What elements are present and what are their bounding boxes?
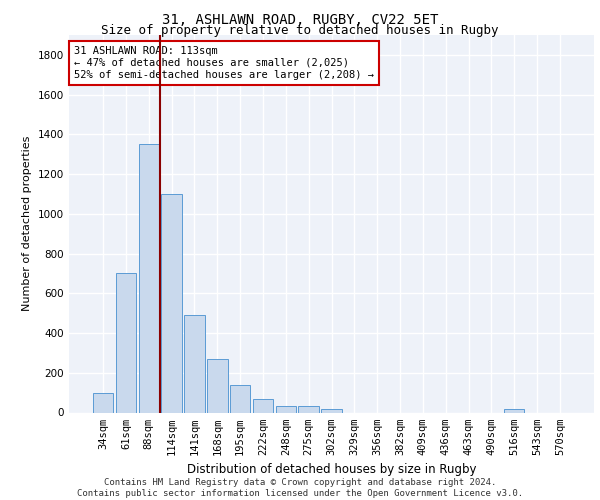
X-axis label: Distribution of detached houses by size in Rugby: Distribution of detached houses by size … <box>187 463 476 476</box>
Bar <box>116 274 136 412</box>
Text: Size of property relative to detached houses in Rugby: Size of property relative to detached ho… <box>101 24 499 37</box>
Bar <box>93 393 113 412</box>
Bar <box>321 409 342 412</box>
Text: Contains HM Land Registry data © Crown copyright and database right 2024.
Contai: Contains HM Land Registry data © Crown c… <box>77 478 523 498</box>
Bar <box>298 406 319 412</box>
Text: 31 ASHLAWN ROAD: 113sqm
← 47% of detached houses are smaller (2,025)
52% of semi: 31 ASHLAWN ROAD: 113sqm ← 47% of detache… <box>74 46 374 80</box>
Bar <box>161 194 182 412</box>
Bar <box>139 144 159 412</box>
Bar <box>504 409 524 412</box>
Y-axis label: Number of detached properties: Number of detached properties <box>22 136 32 312</box>
Bar <box>230 384 250 412</box>
Bar <box>207 359 227 412</box>
Bar <box>253 398 273 412</box>
Bar <box>275 406 296 412</box>
Bar <box>184 315 205 412</box>
Text: 31, ASHLAWN ROAD, RUGBY, CV22 5ET: 31, ASHLAWN ROAD, RUGBY, CV22 5ET <box>162 12 438 26</box>
